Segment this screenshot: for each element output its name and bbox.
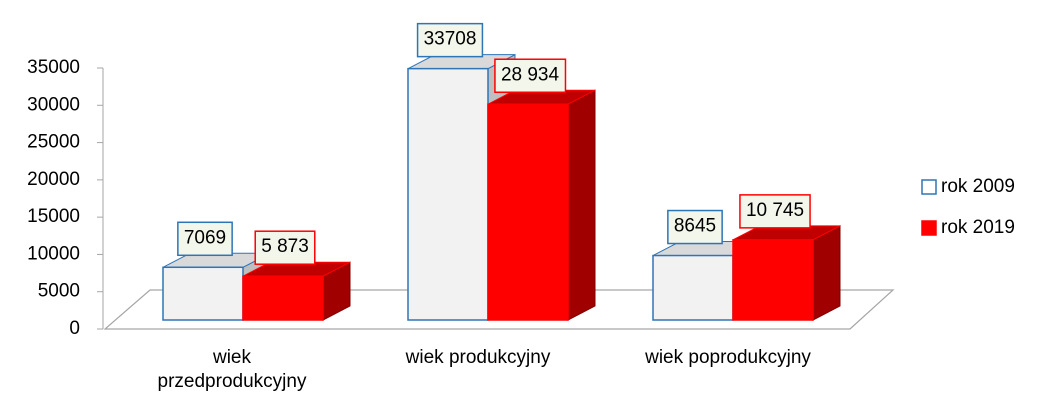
data-label: 8645 bbox=[674, 216, 716, 237]
data-label: 7069 bbox=[184, 227, 226, 248]
y-tick-label: 5000 bbox=[38, 281, 80, 302]
x-tick-label: wiek przedprodukcyjny bbox=[157, 347, 307, 392]
data-label-box bbox=[177, 221, 233, 257]
bar bbox=[487, 89, 596, 321]
y-tick-label: 20000 bbox=[27, 169, 80, 190]
data-label-box bbox=[667, 209, 723, 245]
bar bbox=[242, 261, 351, 321]
bar-front bbox=[652, 254, 734, 321]
y-tick-label: 30000 bbox=[27, 94, 80, 115]
legend-swatch bbox=[921, 179, 937, 195]
bar-side bbox=[812, 225, 841, 321]
legend-label: rok 2019 bbox=[941, 217, 1015, 238]
data-label-box bbox=[254, 230, 316, 265]
data-label-box bbox=[739, 194, 811, 229]
y-tick-label: 35000 bbox=[27, 57, 80, 78]
bar-front bbox=[487, 103, 569, 321]
y-tick-label: 15000 bbox=[27, 206, 80, 227]
x-tick-label: wiek poprodukcyjny bbox=[645, 347, 811, 368]
data-label: 28 934 bbox=[501, 64, 560, 85]
data-label-box bbox=[494, 58, 567, 93]
bar-front bbox=[407, 67, 489, 321]
y-tick-label: 25000 bbox=[27, 132, 80, 153]
legend-label: rok 2009 bbox=[941, 176, 1015, 197]
data-label: 33708 bbox=[424, 29, 477, 50]
data-label: 10 745 bbox=[746, 200, 804, 221]
bar-side bbox=[567, 89, 596, 321]
bar-front bbox=[242, 275, 324, 321]
data-label: 5 873 bbox=[261, 236, 309, 257]
y-tick-label: 0 bbox=[69, 318, 80, 339]
data-label-box bbox=[416, 22, 484, 58]
x-tick-label: wiek produkcyjny bbox=[405, 347, 551, 368]
bar bbox=[732, 225, 841, 321]
y-tick-label: 10000 bbox=[27, 243, 80, 264]
bar-front bbox=[162, 266, 244, 321]
bar-front bbox=[732, 239, 814, 321]
legend-swatch bbox=[921, 220, 937, 236]
